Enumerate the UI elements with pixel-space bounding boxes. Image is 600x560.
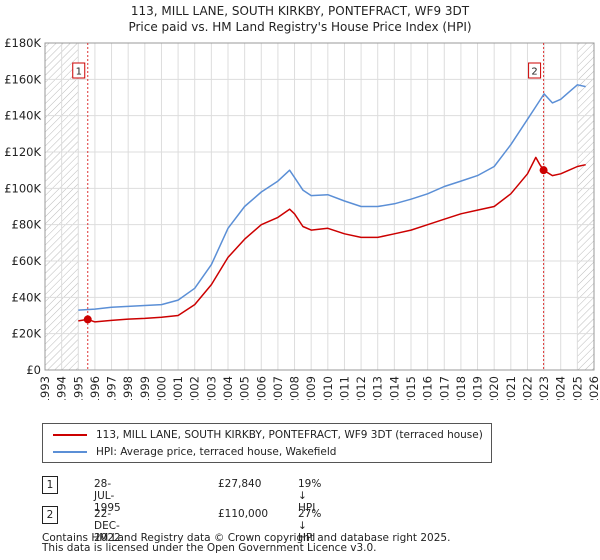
chart-title: 113, MILL LANE, SOUTH KIRKBY, PONTEFRACT…: [130, 4, 470, 18]
sale-point: [539, 166, 548, 175]
x-tick-label: 1993: [38, 376, 52, 400]
x-tick-label: 1994: [55, 376, 69, 400]
legend: 113, MILL LANE, SOUTH KIRKBY, PONTEFRACT…: [42, 423, 492, 463]
x-tick-label: 2023: [537, 376, 551, 400]
sale-hpi-diff: 27% ↓ HPI: [298, 508, 322, 544]
x-tick-label: 2003: [204, 376, 218, 400]
x-tick-label: 2022: [520, 376, 534, 400]
price-chart: £0 £20K £40K £60K £80K £100K £120K £140K £160K £1…: [4, 36, 600, 400]
hpi-line: [78, 84, 586, 311]
footer-copyright: Contains HM Land Registry data © Crown c…: [42, 532, 451, 544]
x-tick-label: 2013: [371, 376, 385, 400]
x-tick-label: 2006: [254, 376, 268, 400]
x-tick-label: 1997: [105, 376, 119, 400]
chart-subtitle: Price paid vs. HM Land Registry's House …: [128, 20, 472, 34]
legend-swatch-property: [53, 434, 87, 436]
x-tick-label: 2004: [221, 376, 235, 400]
sale-marker-label: 2: [531, 67, 537, 78]
x-tick-label: 2020: [487, 376, 501, 400]
x-tick-label: 2008: [288, 376, 302, 400]
x-tick-label: 2000: [154, 376, 168, 400]
sale-marker-label: 1: [76, 67, 82, 78]
sale-price: £27,840: [218, 478, 262, 490]
x-tick-label: 2015: [404, 376, 418, 400]
legend-label-property: 113, MILL LANE, SOUTH KIRKBY, PONTEFRACT…: [96, 429, 483, 441]
sale-point: [83, 315, 92, 324]
y-tick-label: £60K: [12, 254, 42, 268]
sale-marker-box: [72, 62, 86, 79]
plot-border: [44, 42, 595, 371]
x-tick-label: 1996: [88, 376, 102, 400]
y-tick-label: £20K: [12, 327, 42, 341]
legend-swatch-hpi: [53, 451, 87, 453]
y-tick-label: £160K: [4, 72, 41, 86]
x-tick-label: 1995: [71, 376, 85, 400]
legend-entry-property: 113, MILL LANE, SOUTH KIRKBY, PONTEFRACT…: [53, 429, 483, 441]
x-tick-label: 2017: [437, 376, 451, 400]
sale-marker-badge: 2: [42, 506, 58, 524]
x-tick-label: 2016: [421, 376, 435, 400]
x-tick-label: 2019: [471, 376, 485, 400]
legend-entry-hpi: HPI: Average price, terraced house, Wake…: [53, 446, 336, 458]
x-tick-label: 2009: [304, 376, 318, 400]
y-tick-label: £140K: [4, 109, 41, 123]
y-tick-label: £40K: [12, 290, 42, 304]
y-tick-label: £80K: [12, 218, 42, 232]
x-tick-label: 2005: [238, 376, 252, 400]
sale-date: 28-JUL-1995: [94, 478, 121, 514]
x-tick-label: 2018: [454, 376, 468, 400]
sale-marker-badge: 1: [42, 476, 58, 494]
x-tick-label: 2012: [354, 376, 368, 400]
footer-licence: This data is licensed under the Open Gov…: [42, 542, 377, 554]
x-tick-label: 2025: [570, 376, 584, 400]
sale-marker-box: [528, 62, 542, 79]
x-tick-label: 1999: [138, 376, 152, 400]
property-price-line: [78, 156, 586, 323]
hatched-region: [577, 43, 594, 370]
sale-date: 22-DEC-2022: [94, 508, 121, 544]
x-tick-label: 2007: [271, 376, 285, 400]
x-tick-label: 2011: [337, 376, 351, 400]
x-tick-label: 2026: [587, 376, 600, 400]
y-tick-label: £100K: [4, 181, 41, 195]
y-tick-label: £180K: [4, 36, 41, 50]
x-tick-label: 1998: [121, 376, 135, 400]
legend-label-hpi: HPI: Average price, terraced house, Wake…: [96, 446, 337, 458]
y-tick-label: £0: [26, 363, 41, 377]
plot-area: [45, 43, 594, 370]
y-tick-label: £120K: [4, 145, 41, 159]
x-tick-label: 2021: [504, 376, 518, 400]
x-tick-label: 2001: [171, 376, 185, 400]
x-tick-label: 2010: [321, 376, 335, 400]
x-tick-label: 2014: [387, 376, 401, 400]
x-tick-label: 2002: [188, 376, 202, 400]
sale-price: £110,000: [218, 508, 269, 520]
x-tick-label: 2024: [554, 376, 568, 400]
sale-hpi-diff: 19% ↓ HPI: [298, 478, 322, 514]
